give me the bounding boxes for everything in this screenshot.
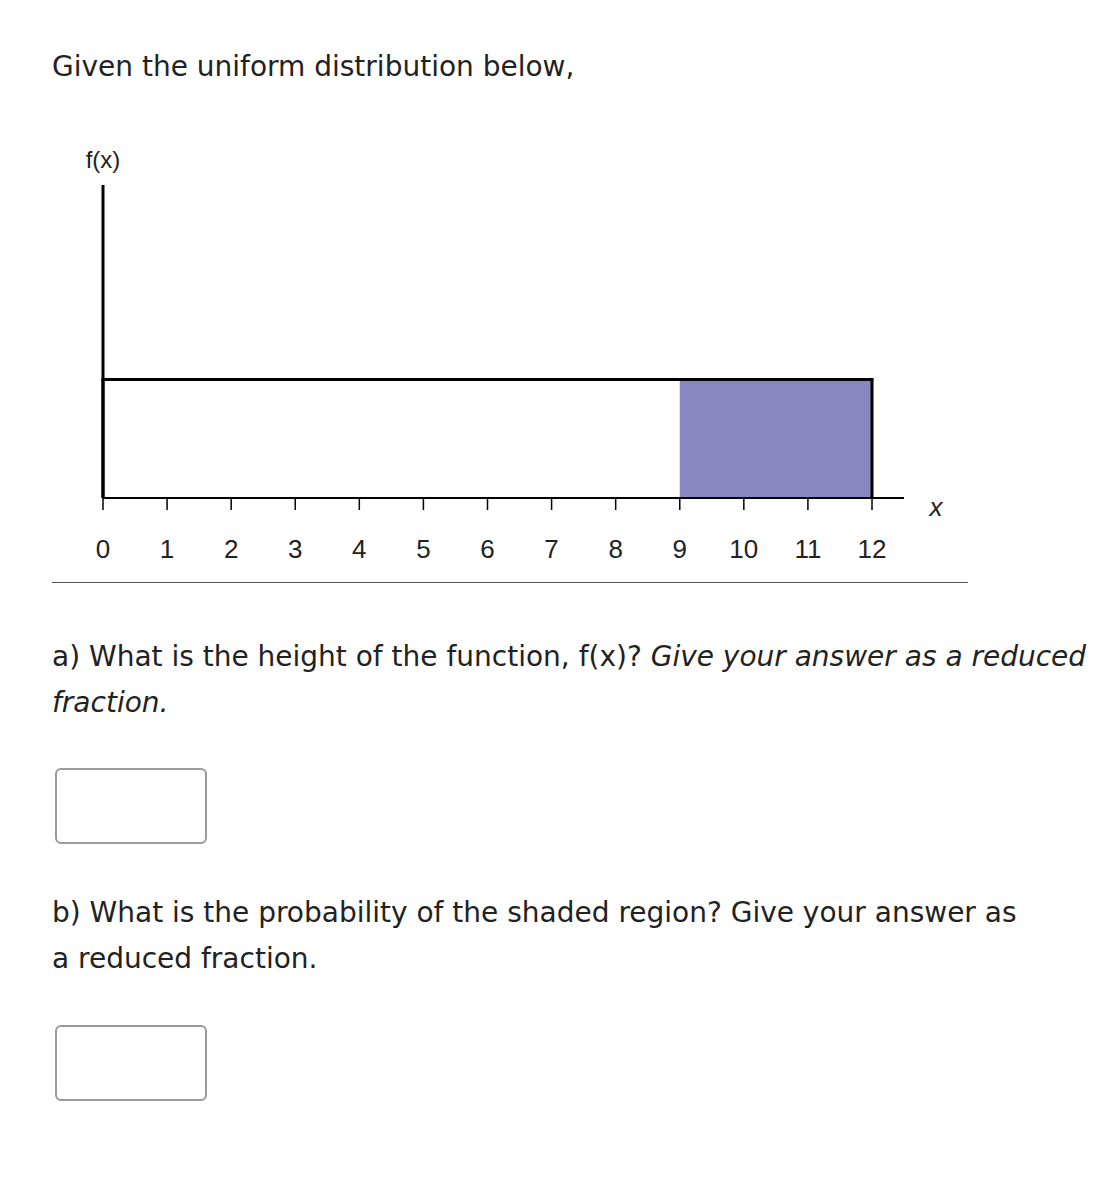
x-tick-label: 1 <box>160 534 174 564</box>
density-sides <box>103 379 872 498</box>
x-tick-label: 6 <box>480 534 494 564</box>
x-tick <box>807 498 809 510</box>
title: Given the uniform distribution below, <box>52 44 574 90</box>
x-tick-label: 5 <box>416 534 430 564</box>
x-tick <box>487 498 489 510</box>
x-tick-label: 10 <box>729 534 758 564</box>
y-axis-label: f(x) <box>86 146 121 173</box>
x-tick-label: 4 <box>352 534 366 564</box>
x-tick-label: 7 <box>544 534 558 564</box>
x-tick <box>295 498 297 510</box>
chart: 0123456789101112f(x)x <box>0 0 1119 600</box>
x-tick <box>743 498 745 510</box>
shaded-region <box>680 379 872 498</box>
x-tick-label: 0 <box>96 534 110 564</box>
x-tick-label: 2 <box>224 534 238 564</box>
x-tick <box>423 498 425 510</box>
x-tick <box>359 498 361 510</box>
question-text: a) What is the height of the function, f… <box>52 640 642 673</box>
x-tick <box>102 498 104 510</box>
y-axis <box>102 185 105 498</box>
separator <box>52 582 968 583</box>
x-tick <box>615 498 617 510</box>
x-tick <box>871 498 873 510</box>
x-tick-label: 11 <box>794 534 821 564</box>
x-tick <box>166 498 168 510</box>
x-tick <box>230 498 232 510</box>
density-line <box>103 378 872 381</box>
x-tick-label: 9 <box>673 534 687 564</box>
x-tick-label: 8 <box>608 534 622 564</box>
answer-input[interactable] <box>55 1025 207 1101</box>
x-tick-label: 12 <box>858 534 887 564</box>
answer-input[interactable] <box>55 768 207 844</box>
question-prompt: b) What is the probability of the shaded… <box>52 890 1032 982</box>
x-tick <box>551 498 553 510</box>
x-axis <box>103 497 904 499</box>
plot-area <box>103 379 872 498</box>
x-axis-label: x <box>928 492 944 522</box>
x-tick <box>679 498 681 510</box>
x-tick-label: 3 <box>288 534 302 564</box>
question-prompt: a) What is the height of the function, f… <box>52 634 1092 726</box>
